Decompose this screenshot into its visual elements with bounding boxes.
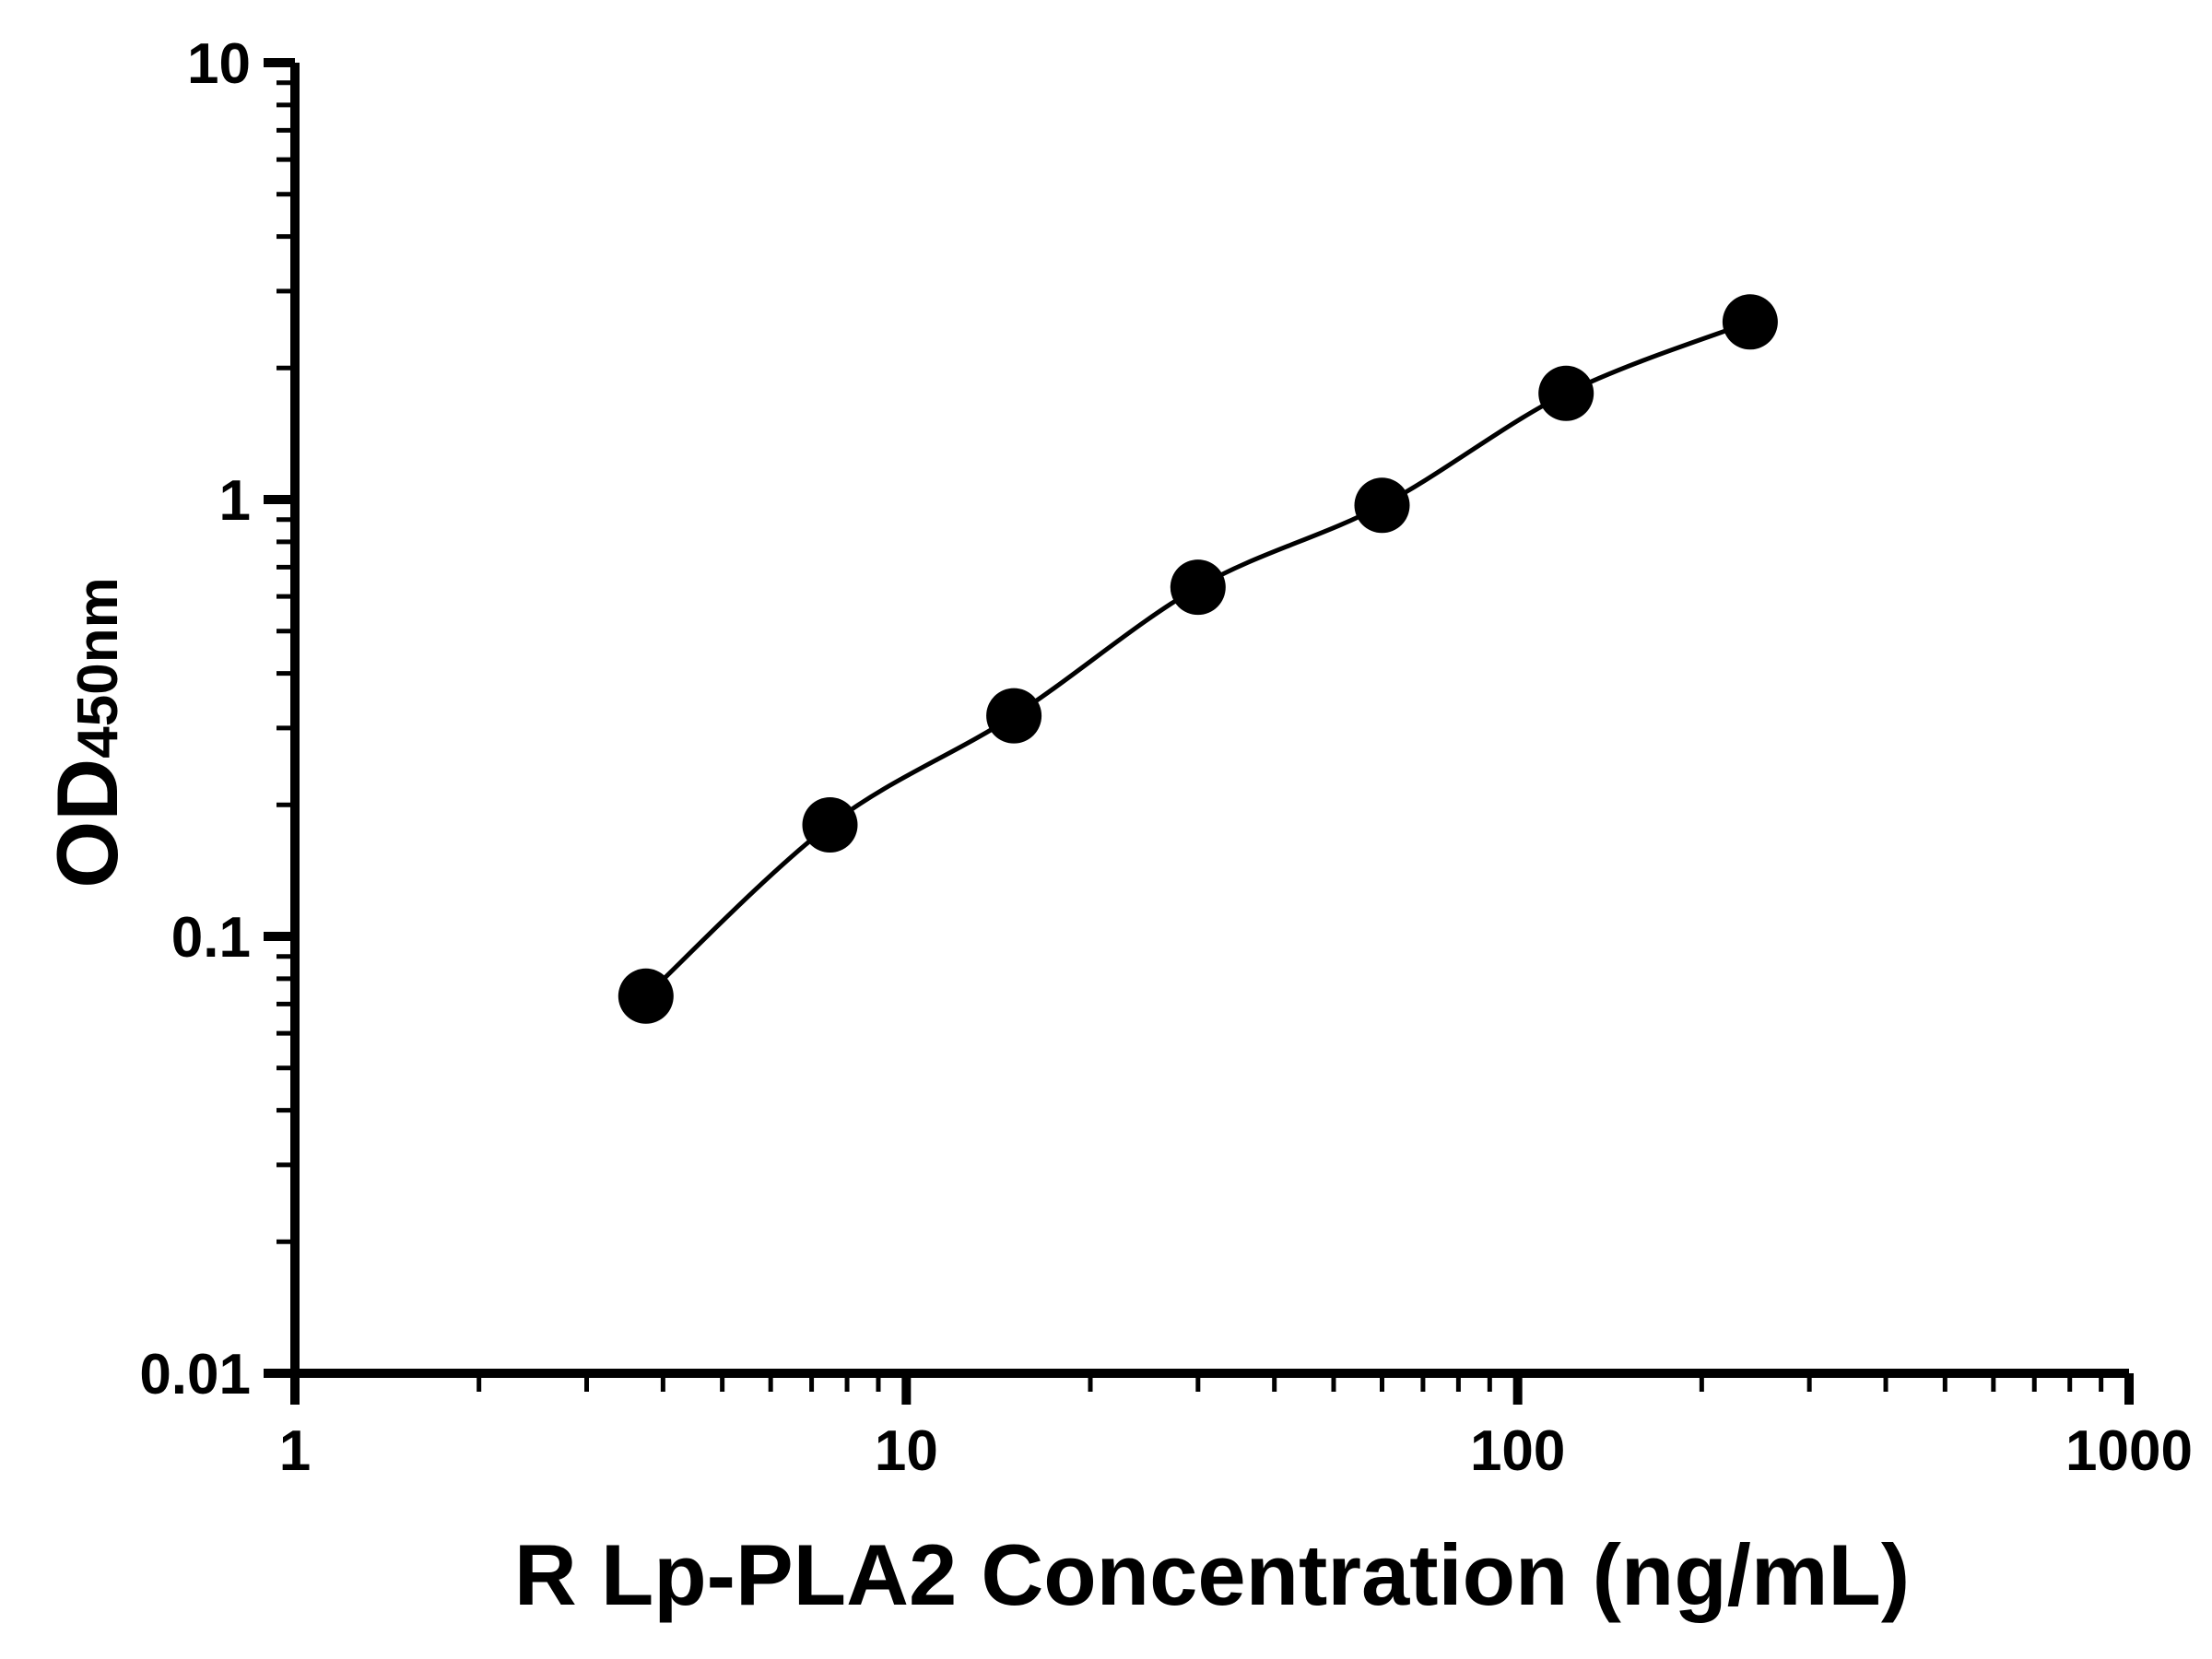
data-point: [1722, 294, 1778, 350]
tick-marks: [264, 58, 2134, 1405]
y-axis-title-main: OD: [39, 758, 135, 888]
y-tick-label: 10: [187, 32, 251, 96]
y-tick-label: 0.01: [139, 1343, 251, 1406]
x-tick-label: 10: [875, 1419, 938, 1483]
data-point: [1170, 559, 1226, 616]
x-tick-label: 1000: [2065, 1419, 2193, 1483]
axes: [290, 63, 2129, 1378]
data-points-group: [618, 294, 1778, 1024]
x-axis-title: R Lp-PLA2 Concentration (ng/mL): [513, 1526, 1911, 1623]
x-tick-label: 1: [279, 1419, 311, 1483]
x-tick-label: 100: [1470, 1419, 1565, 1483]
y-tick-label: 1: [219, 469, 251, 533]
y-tick-label: 0.1: [171, 906, 251, 970]
data-point: [802, 797, 858, 853]
y-axis-title: OD450nm: [38, 577, 137, 888]
y-axis-title-subscript: 450nm: [66, 577, 130, 759]
data-point: [618, 968, 674, 1024]
data-point: [986, 688, 1042, 744]
data-point: [1538, 365, 1594, 421]
data-point: [1354, 477, 1410, 534]
tick-labels: 1 10 100 1000 0.01 0.1 1 10: [139, 32, 2193, 1483]
fit-curve-group: [644, 319, 1751, 998]
fit-curve: [644, 319, 1751, 998]
